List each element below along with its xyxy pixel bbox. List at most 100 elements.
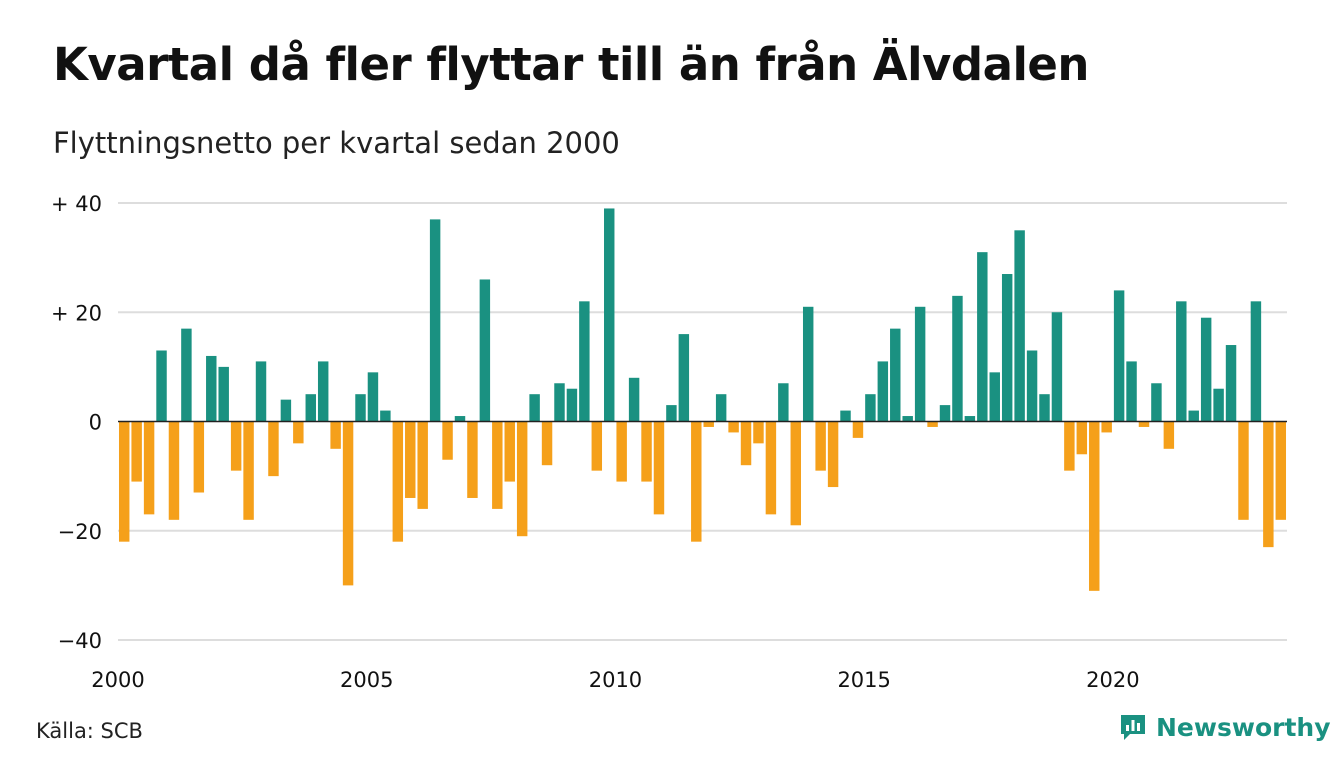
x-tick-label: 2020: [1086, 668, 1139, 692]
bar: [877, 361, 889, 422]
y-tick-label: −40: [58, 629, 102, 653]
bar: [492, 421, 503, 509]
bar: [429, 219, 441, 422]
bar: [1275, 421, 1287, 520]
bar: [815, 421, 826, 471]
bar: [1089, 421, 1100, 591]
x-axis-ticks: 2000 2005 2010 2015 2020: [91, 668, 1139, 692]
bar: [1001, 274, 1013, 422]
bar-chart: + 40 + 20 0 −20 −40 2000 2005 2010 2015 2020: [51, 192, 1287, 692]
bar: [392, 421, 404, 542]
bar: [367, 372, 379, 422]
bar: [380, 410, 391, 422]
bar: [1138, 421, 1150, 427]
bar: [802, 306, 814, 422]
bar: [143, 421, 155, 515]
bar: [193, 421, 205, 493]
bar: [778, 383, 789, 422]
bar: [1101, 421, 1112, 433]
bar: [977, 252, 988, 422]
y-tick-label: 0: [89, 411, 102, 435]
bar: [255, 361, 267, 422]
bar: [305, 394, 316, 422]
bar: [1026, 350, 1038, 422]
bar: [616, 421, 627, 482]
bar: [268, 421, 279, 477]
bar: [865, 394, 876, 422]
bar: [342, 421, 354, 586]
source-note: Källa: SCB: [36, 719, 143, 743]
bar: [168, 421, 180, 520]
brand-logo: Newsworthy: [1118, 712, 1331, 742]
bar: [454, 416, 466, 422]
bar: [827, 421, 839, 488]
bar: [740, 421, 752, 466]
bar: [641, 421, 652, 482]
bar: [902, 416, 913, 422]
bar: [280, 399, 292, 422]
x-tick-label: 2010: [589, 668, 642, 692]
bar: [1163, 421, 1175, 449]
bar: [1225, 345, 1237, 422]
bar: [1250, 301, 1262, 422]
x-tick-label: 2000: [91, 668, 144, 692]
bar: [1113, 290, 1125, 422]
bar: [181, 328, 192, 422]
bar: [753, 421, 764, 444]
bar: [1263, 421, 1274, 548]
bar: [728, 421, 739, 433]
bar: [1151, 383, 1162, 422]
bar: [541, 421, 553, 466]
bar: [516, 421, 528, 537]
y-axis-ticks: + 40 + 20 0 −20 −40: [51, 192, 102, 653]
bar: [1014, 230, 1025, 422]
bar: [355, 394, 366, 422]
bar: [230, 421, 242, 471]
bar: [1126, 361, 1137, 422]
bar: [964, 416, 976, 422]
chart-subtitle: Flyttningsnetto per kvartal sedan 2000: [53, 126, 620, 160]
bar: [591, 421, 603, 471]
bar: [156, 350, 167, 422]
bar: [927, 421, 938, 427]
bar: [118, 421, 130, 542]
y-tick-label: + 40: [51, 192, 102, 216]
x-tick-label: 2015: [837, 668, 890, 692]
bar: [1051, 312, 1063, 422]
bar: [715, 394, 727, 422]
bar: [206, 355, 217, 422]
bars: [118, 208, 1287, 591]
bar: [1238, 421, 1249, 520]
bar: [467, 421, 478, 498]
bar: [628, 377, 640, 422]
newsworthy-logo-icon: [1121, 715, 1145, 740]
bar: [852, 421, 864, 438]
bar: [890, 328, 901, 422]
bar: [442, 421, 453, 460]
bar: [1188, 410, 1199, 422]
bar: [579, 301, 590, 422]
bar: [529, 394, 540, 422]
bar: [604, 208, 615, 422]
y-tick-label: −20: [58, 520, 102, 544]
bar: [504, 421, 515, 482]
bar: [691, 421, 702, 542]
bar: [678, 334, 690, 422]
bar: [939, 405, 951, 422]
bar: [653, 421, 665, 515]
bar: [840, 410, 851, 422]
bar: [1176, 301, 1187, 422]
bar: [566, 388, 578, 422]
bar: [131, 421, 142, 482]
bar: [1213, 388, 1224, 422]
bar: [417, 421, 428, 509]
bar: [790, 421, 801, 526]
bar: [1039, 394, 1050, 422]
bar: [765, 421, 777, 515]
bar: [479, 279, 491, 422]
chart-title: Kvartal då fler flyttar till än från Älv…: [53, 38, 1089, 91]
x-tick-label: 2005: [340, 668, 393, 692]
bar: [405, 421, 416, 498]
bar: [1200, 317, 1212, 422]
bar: [1076, 421, 1088, 455]
